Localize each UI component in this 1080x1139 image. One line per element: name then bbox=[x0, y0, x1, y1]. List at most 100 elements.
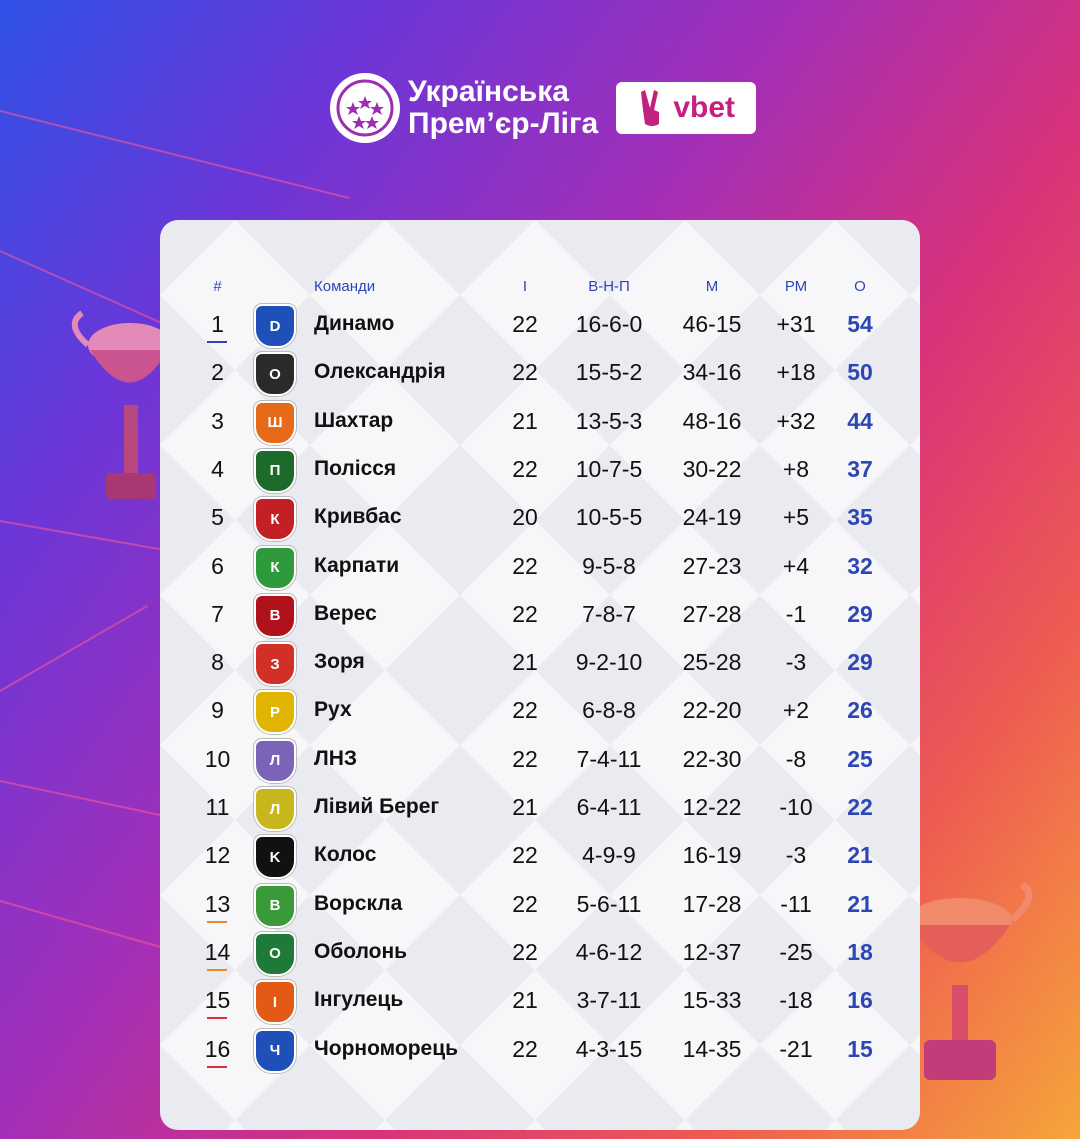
col-header-wdl: В-Н-П bbox=[588, 278, 630, 295]
team-name-cell: Лівий Берег bbox=[314, 795, 440, 818]
goals-cell: 34-16 bbox=[682, 359, 742, 386]
points-cell: 54 bbox=[847, 311, 873, 337]
league-logo bbox=[330, 73, 400, 143]
goal-difference-cell: +4 bbox=[782, 552, 810, 579]
goals-cell: 24-19 bbox=[682, 504, 742, 531]
trophy-right-icon bbox=[887, 881, 1033, 1080]
sponsor-name: vbet bbox=[673, 91, 735, 124]
goals-cell: 48-16 bbox=[682, 407, 742, 434]
wdl-cell: 5-6-11 bbox=[576, 890, 642, 917]
goal-difference-cell: -1 bbox=[785, 600, 807, 627]
wdl-cell: 15-5-2 bbox=[575, 359, 643, 386]
goals-cell: 12-37 bbox=[682, 938, 742, 965]
wdl-cell: 4-9-9 bbox=[582, 842, 636, 869]
goals-cell: 22-20 bbox=[682, 697, 742, 724]
oleksandria-crest-icon: O bbox=[254, 352, 296, 397]
table-row: 6 Карпати 22 9-5-8 27-23 +4 32 К bbox=[0, 542, 1080, 590]
played-cell: 22 bbox=[512, 455, 538, 482]
played-cell: 21 bbox=[512, 649, 538, 676]
played-cell: 22 bbox=[512, 359, 538, 386]
played-cell: 21 bbox=[512, 987, 538, 1014]
polissia-crest-icon: П bbox=[254, 448, 296, 493]
chornomorets-crest-icon: Ч bbox=[254, 1028, 296, 1073]
played-cell: 22 bbox=[512, 552, 538, 579]
position-cell: 3 bbox=[211, 407, 224, 434]
team-name-cell: Полісся bbox=[314, 456, 397, 480]
goal-difference-cell: -11 bbox=[780, 890, 812, 917]
table-row: 12 Колос 22 4-9-9 16-19 -3 21 K bbox=[0, 831, 1080, 880]
zone-marker bbox=[207, 968, 227, 971]
dynamo-crest-icon: D bbox=[254, 304, 296, 348]
col-header-played: І bbox=[522, 278, 528, 295]
points-cell: 50 bbox=[847, 359, 873, 386]
points-cell: 18 bbox=[847, 938, 873, 965]
table-row: 9 Рух 22 6-8-8 22-20 +2 26 Р bbox=[0, 686, 1080, 735]
team-name-cell: Рух bbox=[314, 698, 352, 722]
league-name-line2: Прем’єр-Ліга bbox=[408, 107, 599, 140]
goal-difference-cell: +8 bbox=[782, 455, 810, 482]
played-cell: 20 bbox=[512, 504, 538, 531]
trophy-left-icon bbox=[71, 310, 170, 499]
zone-marker bbox=[207, 1017, 227, 1020]
position-cell: 7 bbox=[211, 600, 224, 627]
table-row: 1 Динамо 22 16-6-0 46-15 +31 54 D bbox=[0, 300, 1080, 348]
position-cell: 13 bbox=[204, 890, 231, 917]
kryvbas-crest-icon: К bbox=[254, 497, 296, 542]
wdl-cell: 13-5-3 bbox=[575, 407, 643, 434]
position-cell: 2 bbox=[211, 359, 224, 386]
team-name-cell: Олександрія bbox=[314, 360, 446, 384]
wdl-cell: 4-3-15 bbox=[575, 1035, 643, 1062]
vorskla-crest-icon: В bbox=[254, 883, 296, 928]
livyi-bereh-crest-icon: Л bbox=[254, 787, 296, 831]
goal-difference-cell: -21 bbox=[779, 1035, 813, 1062]
team-name-cell: Колос bbox=[314, 843, 377, 867]
points-cell: 35 bbox=[847, 504, 873, 531]
wdl-cell: 9-2-10 bbox=[575, 649, 643, 676]
position-cell: 10 bbox=[204, 745, 231, 772]
position-cell: 16 bbox=[204, 1035, 231, 1062]
points-cell: 29 bbox=[847, 649, 873, 676]
goals-cell: 25-28 bbox=[682, 649, 742, 676]
table-row: 14 Оболонь 22 4-6-12 12-37 -25 18 О bbox=[0, 928, 1080, 976]
table-row: 7 Верес 22 7-8-7 27-28 -1 29 В bbox=[0, 590, 1080, 638]
position-cell: 9 bbox=[211, 697, 224, 724]
played-cell: 22 bbox=[512, 600, 538, 627]
col-header-points: О bbox=[854, 278, 866, 295]
team-name-cell: Інгулець bbox=[314, 988, 404, 1012]
points-cell: 21 bbox=[847, 842, 873, 869]
wdl-cell: 7-8-7 bbox=[582, 600, 636, 627]
decorative-line bbox=[0, 110, 350, 200]
goals-cell: 17-28 bbox=[682, 890, 742, 917]
points-cell: 29 bbox=[847, 600, 873, 627]
table-row: 4 Полісся 22 10-7-5 30-22 +8 37 П bbox=[0, 445, 1080, 493]
league-name: Українська Прем’єр-Ліга bbox=[408, 76, 598, 140]
lnz-crest-icon: Л bbox=[254, 738, 296, 783]
zone-marker bbox=[207, 341, 227, 343]
points-cell: 37 bbox=[847, 455, 873, 482]
goal-difference-cell: +32 bbox=[776, 407, 816, 434]
table-row: 16 Чорноморець 22 4-3-15 14-35 -21 15 Ч bbox=[0, 1025, 1080, 1073]
team-name-cell: Карпати bbox=[314, 553, 400, 577]
goal-difference-cell: +31 bbox=[776, 311, 816, 337]
position-cell: 1 bbox=[211, 311, 224, 337]
goal-difference-cell: -10 bbox=[779, 794, 813, 820]
team-name-cell: Кривбас bbox=[314, 505, 402, 529]
points-cell: 21 bbox=[847, 890, 873, 917]
played-cell: 22 bbox=[512, 311, 538, 337]
played-cell: 22 bbox=[512, 938, 538, 965]
position-cell: 8 bbox=[211, 649, 224, 676]
goals-cell: 16-19 bbox=[682, 842, 742, 869]
wdl-cell: 3-7-11 bbox=[576, 987, 642, 1014]
goal-difference-cell: +18 bbox=[776, 359, 816, 386]
team-name-cell: ЛНЗ bbox=[314, 746, 358, 770]
played-cell: 22 bbox=[512, 1035, 538, 1062]
goals-cell: 22-30 bbox=[682, 745, 742, 772]
victory-hand-icon bbox=[641, 90, 660, 126]
played-cell: 22 bbox=[512, 842, 538, 869]
col-header-goal-difference: РМ bbox=[784, 278, 808, 295]
goals-cell: 46-15 bbox=[682, 311, 742, 337]
points-cell: 15 bbox=[847, 1035, 873, 1062]
position-cell: 4 bbox=[211, 455, 224, 482]
goals-cell: 27-28 bbox=[682, 600, 742, 627]
karpaty-crest-icon: К bbox=[254, 545, 296, 590]
